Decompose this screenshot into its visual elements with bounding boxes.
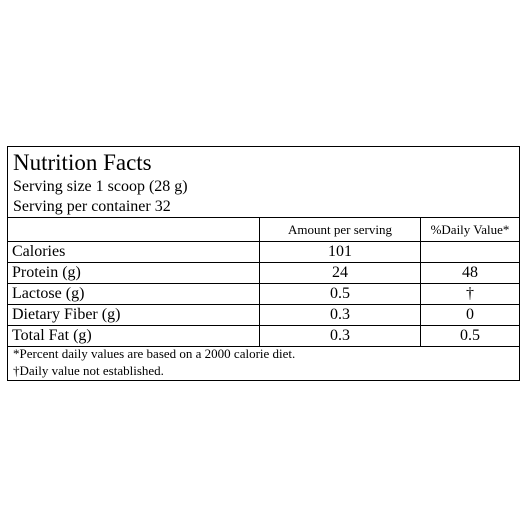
- nutrient-name: Protein (g): [12, 264, 81, 281]
- table-row: Lactose (g) 0.5 †: [8, 284, 519, 305]
- nutrient-amount: 0.3: [259, 305, 420, 325]
- table-row: Total Fat (g) 0.3 0.5: [8, 326, 519, 347]
- footnote-percent-daily: *Percent daily values are based on a 200…: [13, 346, 296, 361]
- nutrient-name: Total Fat (g): [12, 327, 92, 344]
- nutrient-name: Calories: [12, 243, 66, 260]
- table-header-row: Amount per serving %Daily Value*: [8, 218, 519, 242]
- table-row: Protein (g) 24 48: [8, 263, 519, 284]
- servings-per-container: Serving per container 32: [13, 198, 171, 215]
- nutrient-daily-value: 0.5: [420, 326, 519, 346]
- footnotes: *Percent daily values are based on a 200…: [13, 345, 295, 379]
- nutrient-name: Lactose (g): [12, 285, 85, 302]
- nutrition-table: Amount per serving %Daily Value* Calorie…: [8, 217, 519, 347]
- footnote-not-established: †Daily value not established.: [13, 363, 164, 378]
- nutrient-amount: 101: [259, 242, 420, 262]
- header-nutrient: [8, 218, 259, 241]
- label-title: Nutrition Facts: [13, 150, 152, 175]
- table-row: Dietary Fiber (g) 0.3 0: [8, 305, 519, 326]
- nutrient-amount: 24: [259, 263, 420, 283]
- nutrient-daily-value: 48: [420, 263, 519, 283]
- nutrition-facts-label: Nutrition Facts Serving size 1 scoop (28…: [7, 146, 520, 381]
- serving-size: Serving size 1 scoop (28 g): [13, 178, 188, 195]
- header-amount-per-serving: Amount per serving: [259, 218, 420, 241]
- nutrient-name: Dietary Fiber (g): [12, 306, 121, 323]
- nutrient-amount: 0.5: [259, 284, 420, 304]
- nutrient-daily-value: 0: [420, 305, 519, 325]
- nutrient-daily-value: [420, 242, 519, 262]
- table-row: Calories 101: [8, 242, 519, 263]
- nutrient-amount: 0.3: [259, 326, 420, 346]
- nutrient-daily-value: †: [420, 284, 519, 304]
- header-daily-value: %Daily Value*: [420, 218, 519, 241]
